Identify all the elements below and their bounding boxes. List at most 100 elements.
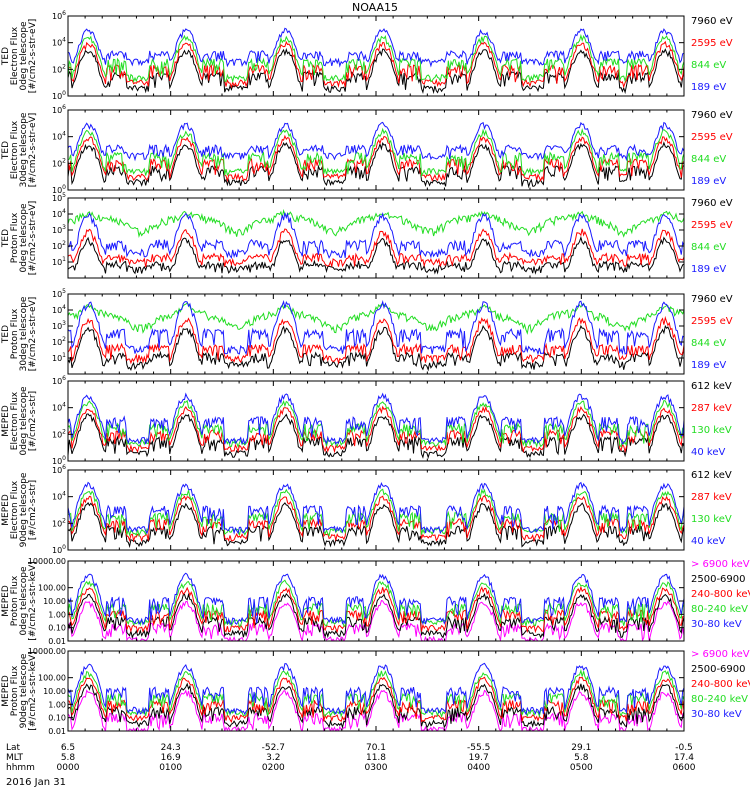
hhmm-tick-label: 0600 — [673, 763, 696, 773]
ytick-label: 10000.00 — [28, 557, 66, 566]
panel-2-ylabel: TEDElectron Flux30deg telescope[#/cm2-s-… — [1, 112, 38, 187]
lat-tick-label: -0.5 — [675, 743, 693, 753]
lat-tick-label: 70.1 — [366, 743, 386, 753]
ytick-label: 103 — [52, 320, 66, 331]
ytick-label: 103 — [52, 224, 66, 235]
trace-844-ev — [68, 127, 684, 178]
panel-6-ylabel: MEPEDElectron Flux90deg telescope[#/cm2-… — [1, 472, 38, 547]
ytick-label: 104 — [52, 208, 66, 219]
panel-8: MEPEDProton Flux90deg telescope[#/cm2-s-… — [1, 647, 750, 736]
ytick-label: 100 — [52, 544, 66, 555]
lat-tick-label: -52.7 — [262, 743, 285, 753]
mlt-tick-label: 5.8 — [61, 753, 76, 763]
panel-3-ylabel: TEDProton Flux0deg telescope[#/cm2-s-str… — [1, 201, 38, 276]
hhmm-tick-label: 0500 — [570, 763, 593, 773]
ytick-label: 106 — [52, 104, 66, 115]
ytick-base: 10 — [52, 457, 62, 466]
legend-240-800-kev: 240-800 keV — [691, 589, 750, 600]
ylabel-line: TED — [1, 229, 11, 248]
ytick-exponent: 4 — [62, 208, 66, 215]
hhmm-tick-label: 0400 — [467, 763, 490, 773]
trace-130-kev — [68, 399, 684, 449]
trace-240-800-kev — [68, 585, 684, 634]
ylabel-line: Electron Flux — [10, 391, 20, 450]
lat-tick-label: 6.5 — [61, 743, 75, 753]
ytick-exponent: 0 — [62, 90, 66, 97]
ytick-exponent: 6 — [62, 464, 66, 471]
ytick-exponent: 4 — [62, 402, 66, 409]
ylabel-line: [#/cm2-s-str-keV] — [28, 651, 38, 730]
panel-8-ylabel: MEPEDProton Flux90deg telescope[#/cm2-s-… — [1, 651, 38, 730]
ytick-exponent: 0 — [62, 544, 66, 551]
ytick-label: 100 — [52, 455, 66, 466]
trace-130-kev — [68, 488, 684, 538]
ytick-base: 10 — [52, 493, 62, 502]
mlt-tick-label: 11.8 — [366, 753, 386, 763]
legend-7960-ev: 7960 eV — [691, 294, 733, 305]
panel-1-ylabel: TEDElectron Flux0deg telescope[#/cm2-s-s… — [1, 19, 38, 94]
xaxis-row-label-lat: Lat — [6, 743, 21, 753]
legend-189-ev: 189 eV — [691, 176, 726, 187]
panel-5-traces — [68, 392, 684, 460]
ytick-label: 100 — [52, 184, 66, 195]
ytick-base: 10 — [52, 430, 62, 439]
mlt-tick-label: 5.8 — [574, 753, 589, 763]
ytick-base: 10 — [52, 466, 62, 475]
panel-4-ylabel: TEDProton Flux30deg telescope[#/cm2-s-st… — [1, 296, 38, 371]
ylabel-line: [#/cm2-s-str-eV] — [28, 297, 38, 372]
panel-6-traces — [68, 481, 684, 549]
legend-2500-6900: 2500-6900 — [691, 664, 746, 675]
ytick-label: 106 — [52, 10, 66, 21]
legend-189-ev: 189 eV — [691, 82, 726, 93]
trace-189-ev — [68, 212, 684, 259]
ytick-exponent: 2 — [62, 517, 66, 524]
ytick-label: 104 — [52, 402, 66, 413]
panel-stack: TEDElectron Flux0deg telescope[#/cm2-s-s… — [1, 10, 750, 736]
trace-2595-ev — [68, 40, 684, 89]
trace-7960-ev — [68, 235, 684, 275]
panel-6: MEPEDElectron Flux90deg telescope[#/cm2-… — [1, 464, 732, 555]
legend-7960-ev: 7960 eV — [691, 110, 733, 121]
ytick-base: 10 — [52, 377, 62, 386]
trace-189-ev — [68, 121, 684, 162]
legend-844-ev: 844 eV — [691, 242, 726, 253]
ytick-exponent: 2 — [62, 63, 66, 70]
panel-7-ylabel: MEPEDProton Flux0deg telescope[#/cm2-s-s… — [1, 561, 38, 640]
ytick-exponent: 6 — [62, 375, 66, 382]
ytick-exponent: 4 — [62, 131, 66, 138]
figure-title: NOAA15 — [352, 1, 398, 14]
ytick-exponent: 4 — [62, 37, 66, 44]
ylabel-line: Proton Flux — [10, 575, 20, 626]
ylabel-line: MEPED — [1, 585, 11, 617]
ytick-label: 0.01 — [48, 727, 66, 736]
ytick-label: 100.00 — [38, 674, 66, 683]
time-axis-labels: LatMLThhmm6.55.8000024.316.90100-52.73.2… — [6, 743, 696, 773]
panel-4-traces — [68, 300, 684, 372]
ytick-base: 10 — [52, 65, 62, 74]
trace-2595-ev — [68, 134, 684, 183]
ytick-exponent: 0 — [62, 184, 66, 191]
ytick-label: 101 — [52, 352, 66, 363]
ytick-exponent: 4 — [62, 491, 66, 498]
ylabel-line: Electron Flux — [10, 26, 20, 85]
ytick-exponent: 2 — [62, 240, 66, 247]
mlt-tick-label: 17.4 — [674, 753, 694, 763]
ytick-base: 10 — [52, 322, 62, 331]
trace-80-240-kev — [68, 668, 684, 719]
ytick-label: 0.01 — [48, 637, 66, 646]
trace-189-ev — [68, 300, 684, 356]
ylabel-line: [#/cm2-s-str] — [28, 480, 38, 540]
panel-4: TEDProton Flux30deg telescope[#/cm2-s-st… — [1, 288, 733, 375]
trace-7960-ev — [68, 141, 684, 189]
ylabel-line: [#/cm2-s-str-eV] — [28, 113, 38, 188]
panel-3: TEDProton Flux0deg telescope[#/cm2-s-str… — [1, 192, 733, 279]
trace-2595-ev — [68, 315, 684, 365]
trace-40-kev — [68, 392, 684, 446]
ylabel-line: [#/cm2-s-str-keV] — [28, 561, 38, 640]
ylabel-line: [#/cm2-s-str-eV] — [28, 201, 38, 276]
ytick-label: 10.00 — [43, 687, 66, 696]
ytick-label: 100.00 — [38, 584, 66, 593]
ytick-exponent: 5 — [62, 288, 66, 295]
ytick-base: 10 — [52, 404, 62, 413]
